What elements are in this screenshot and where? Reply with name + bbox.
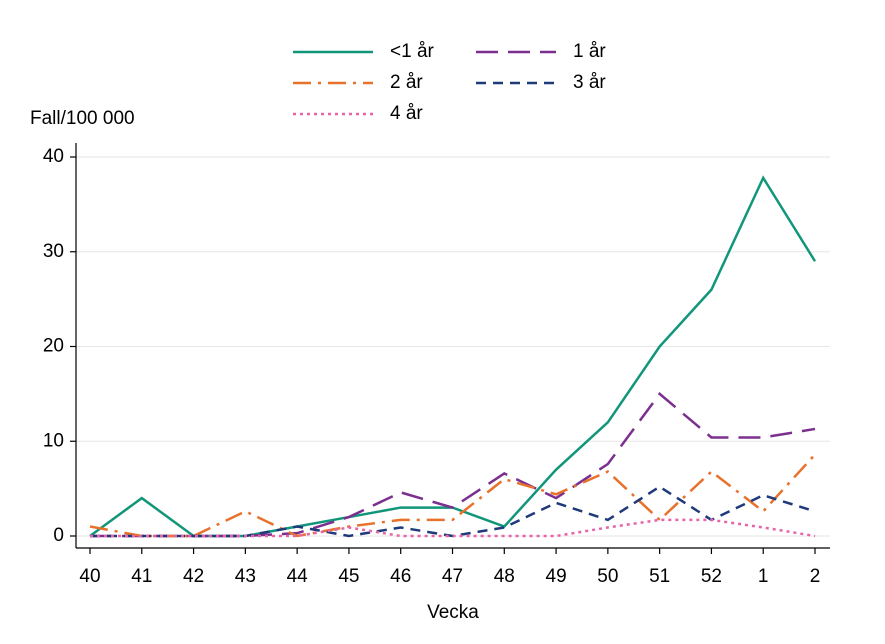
y-tick-label: 20 xyxy=(43,336,64,357)
legend-label: 4 år xyxy=(390,103,423,124)
x-tick-label: 50 xyxy=(597,566,618,587)
x-tick-label: 2 xyxy=(810,566,821,587)
y-tick-label: 10 xyxy=(43,430,64,451)
data-line xyxy=(89,175,817,538)
data-line xyxy=(90,485,816,538)
legend-label: 2 år xyxy=(390,72,423,93)
x-tick-label: 44 xyxy=(287,566,309,587)
y-axis-title: Fall/100 000 xyxy=(30,108,135,129)
x-axis-title: Vecka xyxy=(427,602,479,623)
y-tick-label: 0 xyxy=(53,525,64,546)
x-tick-label: 48 xyxy=(494,566,515,587)
x-tick-label: 41 xyxy=(131,566,152,587)
y-tick-label: 30 xyxy=(43,241,64,262)
data-line xyxy=(89,453,816,538)
x-tick-label: 47 xyxy=(442,566,463,587)
x-tick-label: 45 xyxy=(338,566,359,587)
x-tick-label: 46 xyxy=(390,566,411,587)
legend-label: <1 år xyxy=(390,41,435,62)
x-tick-label: 40 xyxy=(79,566,100,587)
y-tick-label: 40 xyxy=(43,146,64,167)
data-line xyxy=(90,518,816,538)
x-tick-label: 49 xyxy=(546,566,567,587)
legend-label: 1 år xyxy=(573,41,606,62)
x-tick-label: 42 xyxy=(183,566,204,587)
data-line xyxy=(90,392,816,538)
x-tick-label: 52 xyxy=(701,566,722,587)
x-tick-label: 51 xyxy=(649,566,670,587)
x-tick-label: 43 xyxy=(235,566,256,587)
x-tick-label: 1 xyxy=(758,566,769,587)
legend-label: 3 år xyxy=(573,72,606,93)
